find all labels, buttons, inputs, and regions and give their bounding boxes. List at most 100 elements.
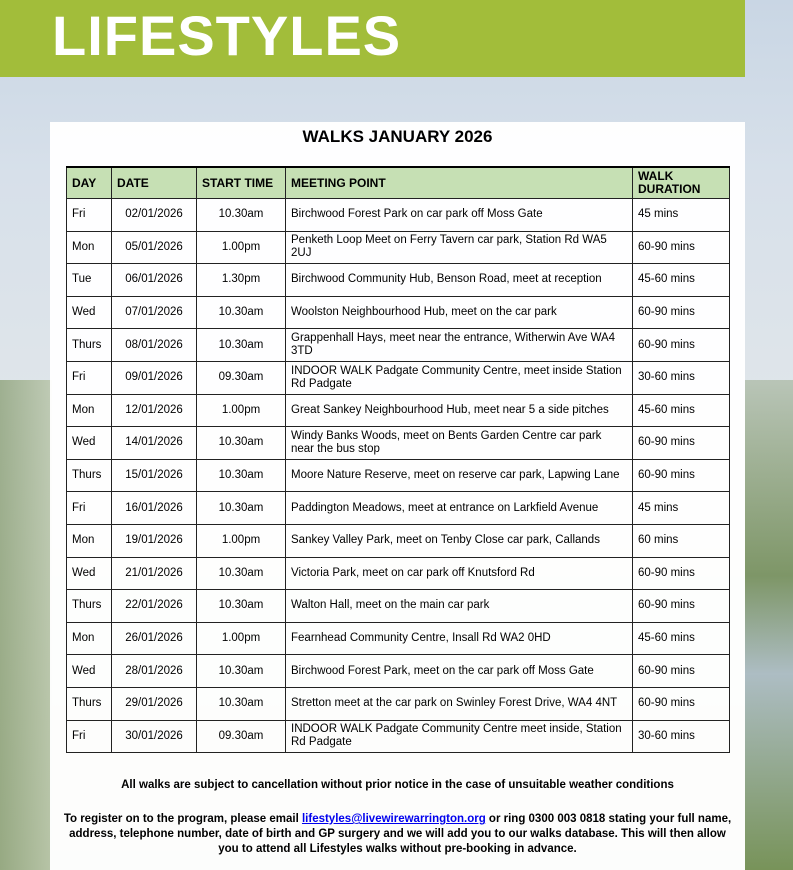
date-cell: 14/01/2026 — [111, 426, 197, 460]
day-cell: Fri — [66, 198, 112, 232]
day-cell: Wed — [66, 295, 112, 330]
duration-cell: 60-90 mins — [632, 328, 730, 362]
email-link[interactable]: lifestyles@livewirewarrington.org — [301, 813, 486, 825]
meeting-point-cell: Paddington Meadows, meet at entrance on … — [285, 491, 633, 525]
start-time-cell: 09.30am — [196, 360, 286, 395]
duration-cell: 60 mins — [632, 523, 730, 558]
meeting-point-cell: Victoria Park, meet on car park off Knut… — [285, 556, 633, 591]
meeting-point-cell: Sankey Valley Park, meet on Tenby Close … — [285, 523, 633, 558]
meeting-point-cell: Stretton meet at the car park on Swinley… — [285, 686, 633, 721]
table-row: Mon 19/01/2026 1.00pm Sankey Valley Park, m… — [66, 523, 730, 558]
column-header: WALK DURATION — [632, 166, 730, 199]
date-cell: 19/01/2026 — [111, 523, 197, 558]
table-row: Thurs 08/01/2026 10.30am Grappenhall Hays, … — [66, 328, 730, 362]
banner-title: LIFESTYLES — [52, 4, 402, 67]
background-photo-left — [0, 380, 52, 870]
registration-text-1: To register on to the program, please em… — [63, 813, 302, 825]
date-cell: 05/01/2026 — [111, 230, 197, 265]
content-panel: WALKS JANUARY 2026 DAY DATE START TIME MEET… — [50, 122, 745, 870]
column-header: DAY — [66, 166, 112, 199]
start-time-cell: 09.30am — [196, 719, 286, 754]
table-row: Thurs 22/01/2026 10.30am Walton Hall, meet … — [66, 589, 730, 623]
day-cell: Tue — [66, 263, 112, 297]
day-cell: Wed — [66, 426, 112, 460]
start-time-cell: 1.00pm — [196, 621, 286, 656]
column-header: DATE — [111, 166, 197, 199]
table-row: Mon 12/01/2026 1.00pm Great Sankey Neighbou… — [66, 393, 730, 428]
duration-cell: 60-90 mins — [632, 295, 730, 330]
table-row: Thurs 15/01/2026 10.30am Moore Nature Reser… — [66, 458, 730, 493]
date-cell: 06/01/2026 — [111, 263, 197, 297]
day-cell: Wed — [66, 654, 112, 688]
day-cell: Mon — [66, 230, 112, 265]
table-row: Fri 16/01/2026 10.30am Paddington Meadows, … — [66, 491, 730, 525]
start-time-cell: 1.00pm — [196, 523, 286, 558]
day-cell: Thurs — [66, 328, 112, 362]
table-row: Fri 09/01/2026 09.30am INDOOR WALK Padgate … — [66, 360, 730, 395]
date-cell: 16/01/2026 — [111, 491, 197, 525]
date-cell: 15/01/2026 — [111, 458, 197, 493]
meeting-point-cell: Birchwood Forest Park on car park off Mo… — [285, 198, 633, 232]
table-row: Wed 07/01/2026 10.30am Woolston Neighbourho… — [66, 295, 730, 330]
meeting-point-cell: Great Sankey Neighbourhood Hub, meet nea… — [285, 393, 633, 428]
duration-cell: 60-90 mins — [632, 230, 730, 265]
table-row: Mon 26/01/2026 1.00pm Fearnhead Community C… — [66, 621, 730, 656]
start-time-cell: 10.30am — [196, 198, 286, 232]
start-time-cell: 1.00pm — [196, 230, 286, 265]
day-cell: Thurs — [66, 686, 112, 721]
start-time-cell: 10.30am — [196, 458, 286, 493]
table-row: Tue 06/01/2026 1.30pm Birchwood Community H… — [66, 263, 730, 297]
table-row: Thurs 29/01/2026 10.30am Stretton meet at t… — [66, 686, 730, 721]
date-cell: 09/01/2026 — [111, 360, 197, 395]
background-photo-right — [745, 380, 793, 870]
meeting-point-cell: Moore Nature Reserve, meet on reserve ca… — [285, 458, 633, 493]
meeting-point-cell: INDOOR WALK Padgate Community Centre mee… — [285, 719, 633, 754]
date-cell: 02/01/2026 — [111, 198, 197, 232]
start-time-cell: 10.30am — [196, 426, 286, 460]
start-time-cell: 10.30am — [196, 556, 286, 591]
start-time-cell: 1.00pm — [196, 393, 286, 428]
date-cell: 28/01/2026 — [111, 654, 197, 688]
day-cell: Fri — [66, 491, 112, 525]
registration-text-2: or ring 0300 003 0818 stating your full … — [69, 813, 732, 855]
date-cell: 22/01/2026 — [111, 589, 197, 623]
date-cell: 29/01/2026 — [111, 686, 197, 721]
meeting-point-cell: Birchwood Community Hub, Benson Road, me… — [285, 263, 633, 297]
duration-cell: 60-90 mins — [632, 686, 730, 721]
duration-cell: 45 mins — [632, 491, 730, 525]
duration-cell: 60-90 mins — [632, 654, 730, 688]
duration-cell: 45-60 mins — [632, 393, 730, 428]
day-cell: Thurs — [66, 458, 112, 493]
column-header: START TIME — [196, 166, 286, 199]
duration-cell: 60-90 mins — [632, 589, 730, 623]
date-cell: 30/01/2026 — [111, 719, 197, 754]
table-row: Fri 30/01/2026 09.30am INDOOR WALK Padgate … — [66, 719, 730, 754]
day-cell: Mon — [66, 393, 112, 428]
table-row: Wed 21/01/2026 10.30am Victoria Park, meet … — [66, 556, 730, 591]
date-cell: 12/01/2026 — [111, 393, 197, 428]
date-cell: 07/01/2026 — [111, 295, 197, 330]
start-time-cell: 10.30am — [196, 328, 286, 362]
meeting-point-cell: Walton Hall, meet on the main car park — [285, 589, 633, 623]
day-cell: Thurs — [66, 589, 112, 623]
day-cell: Mon — [66, 523, 112, 558]
day-cell: Fri — [66, 719, 112, 754]
duration-cell: 60-90 mins — [632, 426, 730, 460]
meeting-point-cell: Grappenhall Hays, meet near the entrance… — [285, 328, 633, 362]
table-row: Mon 05/01/2026 1.00pm Penketh Loop Meet on … — [66, 230, 730, 265]
table-header-row: DAY DATE START TIME MEETING POINT WALK DURAT… — [66, 166, 730, 199]
date-cell: 26/01/2026 — [111, 621, 197, 656]
duration-cell: 45-60 mins — [632, 263, 730, 297]
day-cell: Mon — [66, 621, 112, 656]
date-cell: 21/01/2026 — [111, 556, 197, 591]
meeting-point-cell: INDOOR WALK Padgate Community Centre, me… — [285, 360, 633, 395]
duration-cell: 30-60 mins — [632, 360, 730, 395]
day-cell: Wed — [66, 556, 112, 591]
table-row: Wed 28/01/2026 10.30am Birchwood Forest Par… — [66, 654, 730, 688]
start-time-cell: 10.30am — [196, 589, 286, 623]
duration-cell: 45 mins — [632, 198, 730, 232]
start-time-cell: 10.30am — [196, 654, 286, 688]
registration-info: To register on to the program, please em… — [60, 812, 735, 857]
cancellation-notice: All walks are subject to cancellation wi… — [121, 779, 674, 791]
walks-table: DAY DATE START TIME MEETING POINT WALK DURAT… — [66, 166, 730, 754]
